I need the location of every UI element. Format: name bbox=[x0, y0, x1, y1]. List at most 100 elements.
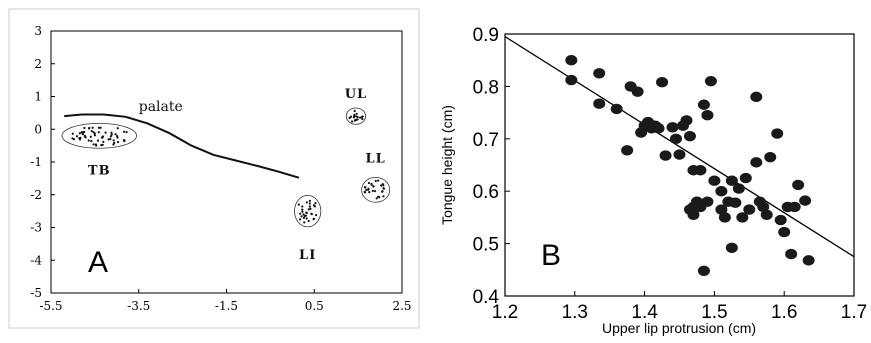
cluster-point bbox=[113, 141, 116, 145]
cluster-point bbox=[363, 190, 366, 193]
panel-b-y-ticks: 0.9 0.8 0.7 0.6 0.5 0.4 bbox=[473, 25, 510, 308]
cluster-point bbox=[375, 197, 378, 200]
cluster-point bbox=[116, 140, 120, 144]
x-tick-label: -1.5 bbox=[215, 299, 238, 313]
cluster-point bbox=[314, 202, 317, 205]
cluster-point bbox=[88, 126, 91, 130]
cluster-label: LI bbox=[299, 248, 316, 263]
cluster-point bbox=[307, 219, 310, 223]
data-point bbox=[694, 165, 707, 176]
cluster-point bbox=[302, 213, 305, 216]
cluster-point bbox=[116, 134, 119, 138]
data-point bbox=[621, 145, 634, 156]
data-point bbox=[701, 110, 714, 121]
y-tick-label: 0.7 bbox=[473, 130, 499, 151]
x-tick-label: 2.5 bbox=[392, 299, 411, 313]
data-point bbox=[565, 74, 578, 86]
cluster-point bbox=[110, 133, 113, 136]
cluster-point bbox=[112, 139, 115, 142]
x-tick-label: 1.7 bbox=[841, 302, 867, 323]
x-tick-label: 0.5 bbox=[305, 299, 324, 313]
cluster-point bbox=[354, 118, 357, 122]
cluster-point bbox=[97, 126, 100, 129]
data-point bbox=[771, 128, 784, 139]
cluster-point bbox=[356, 115, 359, 119]
cluster-point bbox=[92, 143, 95, 146]
cluster-point bbox=[360, 115, 363, 119]
panel-b-letter: B bbox=[541, 239, 561, 272]
data-point bbox=[725, 175, 738, 186]
panel-a: -5.5 -3.5 -1.5 0.5 2.5 3 2 1 0 -1 -2 -3 -4 -5 TB UL LL… bbox=[8, 8, 420, 329]
data-point bbox=[757, 201, 770, 213]
panel-b: 1.2 1.3 1.4 1.5 1.6 1.7 0.9 0.8 0.7 0.6 0.5 0.4 Up… bbox=[439, 25, 867, 336]
cluster-point bbox=[83, 130, 86, 134]
cluster-point bbox=[377, 179, 380, 182]
cluster-point bbox=[91, 126, 94, 129]
x-tick-label: 1.4 bbox=[631, 302, 658, 323]
cluster-point bbox=[308, 205, 311, 208]
data-point bbox=[792, 179, 805, 191]
cluster-point bbox=[352, 116, 355, 119]
y-tick-label: -4 bbox=[30, 253, 42, 267]
data-point bbox=[774, 214, 787, 226]
data-point bbox=[631, 86, 644, 97]
x-tick-label: -3.5 bbox=[127, 299, 150, 313]
cluster-point bbox=[380, 184, 383, 187]
cluster-point bbox=[373, 190, 377, 193]
cluster-point bbox=[297, 203, 300, 206]
data-point bbox=[764, 151, 777, 163]
x-tick-label: 1.2 bbox=[492, 302, 518, 323]
cluster-point bbox=[374, 179, 377, 183]
y-tick-label: -5 bbox=[30, 286, 42, 300]
cluster-label: TB bbox=[88, 163, 111, 178]
y-tick-label: 3 bbox=[34, 24, 42, 38]
panel-a-frame bbox=[8, 8, 420, 329]
cluster-point bbox=[365, 188, 368, 192]
cluster-point bbox=[93, 134, 97, 137]
y-tick-label: 0.8 bbox=[473, 77, 499, 98]
cluster-point bbox=[381, 190, 384, 193]
cluster-point bbox=[308, 199, 311, 202]
y-tick-label: 0.4 bbox=[473, 287, 500, 308]
cluster-point bbox=[371, 189, 374, 192]
data-point bbox=[687, 209, 700, 220]
cluster-point bbox=[95, 144, 98, 147]
cluster-point bbox=[101, 143, 104, 146]
cluster-point bbox=[361, 117, 364, 121]
cluster-point bbox=[116, 127, 119, 130]
y-tick-label: -3 bbox=[30, 221, 42, 235]
cluster-point bbox=[90, 130, 93, 133]
cluster-point bbox=[312, 218, 315, 221]
y-tick-label: 0.9 bbox=[473, 25, 499, 46]
cluster-point bbox=[368, 191, 371, 194]
cluster-point bbox=[109, 135, 112, 138]
cluster-point bbox=[314, 214, 318, 217]
data-point bbox=[715, 186, 728, 197]
panel-b-x-ticks: 1.2 1.3 1.4 1.5 1.6 1.7 bbox=[492, 291, 867, 323]
palate-label: palate bbox=[139, 99, 183, 115]
regression-line bbox=[504, 36, 855, 258]
panel-a-y-ticks: 3 2 1 0 -1 -2 -3 -4 -5 bbox=[30, 24, 55, 300]
cluster-ellipse bbox=[294, 195, 322, 228]
cluster-point bbox=[90, 140, 93, 143]
cluster-point bbox=[372, 185, 375, 188]
data-point bbox=[708, 175, 721, 186]
data-point bbox=[732, 183, 745, 194]
cluster-point bbox=[303, 221, 306, 224]
data-point bbox=[778, 226, 791, 238]
data-point bbox=[610, 103, 623, 115]
cluster-point bbox=[109, 137, 112, 141]
cluster-point bbox=[75, 135, 79, 138]
cluster-label: LL bbox=[366, 151, 386, 166]
data-point bbox=[565, 55, 578, 66]
cluster-point bbox=[302, 216, 305, 219]
cluster-point bbox=[301, 208, 304, 211]
cluster-point bbox=[104, 131, 107, 134]
data-point bbox=[593, 68, 606, 79]
data-point bbox=[802, 255, 815, 266]
cluster-point bbox=[355, 112, 358, 115]
cluster-point bbox=[309, 207, 312, 210]
panel-a-clusters: TB UL LL LI bbox=[61, 87, 391, 263]
cluster-point bbox=[304, 214, 307, 217]
cluster-point bbox=[350, 120, 354, 123]
